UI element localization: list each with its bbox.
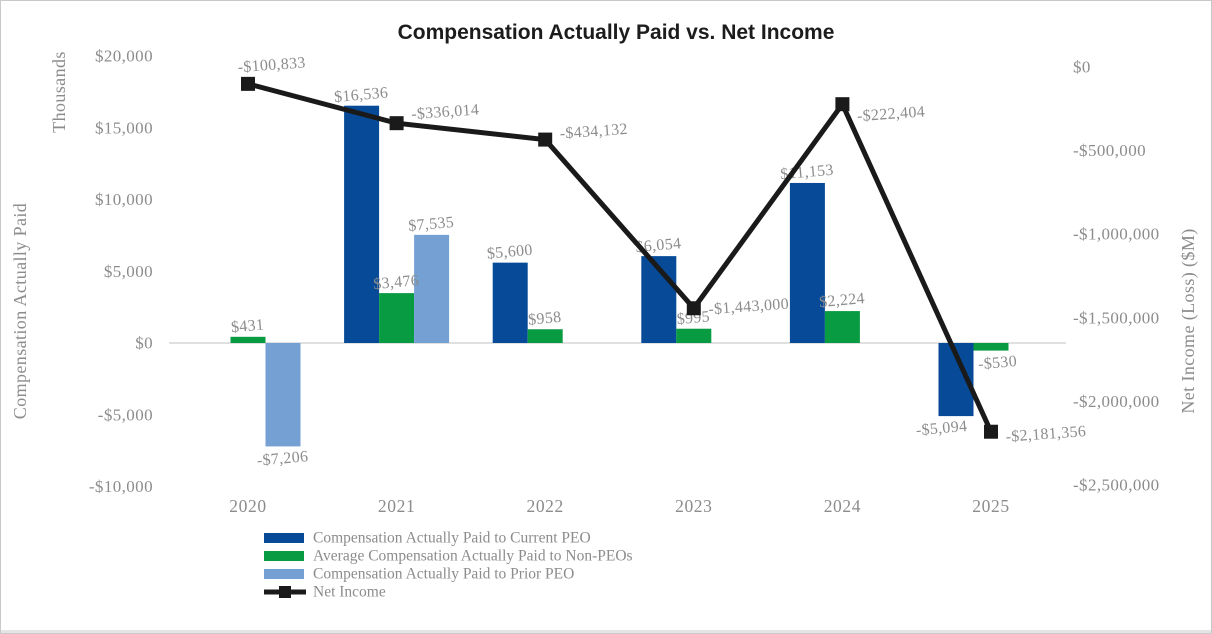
legend-label: Compensation Actually Paid to Current PE… [313,530,591,547]
right-axis-tick-label: -$2,000,000 [1073,392,1160,411]
bar-non-peo [676,328,712,343]
bar-value-label: $2,224 [818,290,865,311]
bar-value-label: -$5,094 [915,418,968,439]
left-axis-unit-label: Thousands [49,51,69,133]
right-axis-tick-label: $0 [1073,58,1091,77]
bar-value-label: $16,536 [334,84,389,106]
bar-prior-peo [414,234,450,343]
bar-non-peo [824,311,860,343]
bar-value-label: $958 [528,309,563,329]
right-axis-tick-label: -$2,500,000 [1073,476,1160,495]
bar-current-peo [492,262,528,343]
line-value-label: -$336,014 [411,101,480,123]
net-income-marker [835,97,850,112]
right-axis-tick-label: -$1,000,000 [1073,225,1160,244]
bar-non-peo [527,329,563,343]
right-axis-tick-label: -$500,000 [1073,141,1146,160]
left-axis-tick-label: $20,000 [95,47,153,66]
net-income-marker [984,424,998,439]
bar-non-peo [973,343,1009,351]
x-axis-label: 2021 [378,496,415,516]
line-value-label: -$100,833 [237,55,306,77]
legend-swatch-current-peo [264,533,304,543]
net-income-marker [686,301,701,316]
bar-value-label: $5,600 [486,242,533,263]
bar-non-peo [230,336,266,343]
legend-label: Average Compensation Actually Paid to No… [313,548,633,565]
line-value-label: -$434,132 [559,121,628,143]
line-value-label: -$2,181,356 [1005,423,1087,446]
bar-current-peo [789,182,825,343]
left-axis-tick-label: $10,000 [95,190,153,209]
bar-value-label: $6,054 [635,235,682,256]
bar-value-label: $11,153 [780,162,835,184]
legend-swatch-non-peo [264,551,304,561]
legend-swatch-net-income [279,586,291,598]
line-value-label: -$222,404 [856,103,925,125]
net-income-marker [241,76,255,91]
left-axis-tick-label: -$10,000 [89,477,153,496]
bar-value-label: -$530 [978,353,1018,373]
x-axis-label: 2025 [972,496,1009,516]
legend-label: Net Income [313,584,386,601]
left-axis-tick-label: $15,000 [95,118,153,137]
left-axis-tick-label: -$5,000 [98,405,153,424]
right-axis-tick-label: -$1,500,000 [1073,308,1160,327]
x-axis-label: 2022 [526,496,563,516]
left-axis-tick-label: $5,000 [104,262,153,281]
bar-value-label: $3,476 [373,272,420,293]
legend-label: Compensation Actually Paid to Prior PEO [313,566,574,583]
bar-value-label: -$7,206 [256,448,309,469]
x-axis-label: 2020 [229,496,266,516]
x-axis-label: 2024 [824,496,861,516]
line-value-label: -$1,443,000 [708,296,790,319]
right-axis-title: Net Income (Loss) ($M) [1178,228,1199,413]
bar-value-label: $995 [676,308,711,328]
bar-prior-peo [265,343,301,447]
net-income-line [247,81,994,433]
legend-swatch-prior-peo [264,569,304,579]
bar-value-label: $431 [230,316,265,336]
bar-current-peo [344,105,380,343]
left-axis-title: Compensation Actually Paid [10,203,30,419]
net-income-marker [389,116,404,131]
net-income-marker [538,132,553,147]
chart-title: Compensation Actually Paid vs. Net Incom… [398,21,835,44]
left-axis-tick-label: $0 [135,334,153,353]
x-axis-label: 2023 [675,496,712,516]
bar-non-peo [379,293,415,343]
bar-value-label: $7,535 [408,214,455,235]
window-bottom-edge [1,630,1211,633]
